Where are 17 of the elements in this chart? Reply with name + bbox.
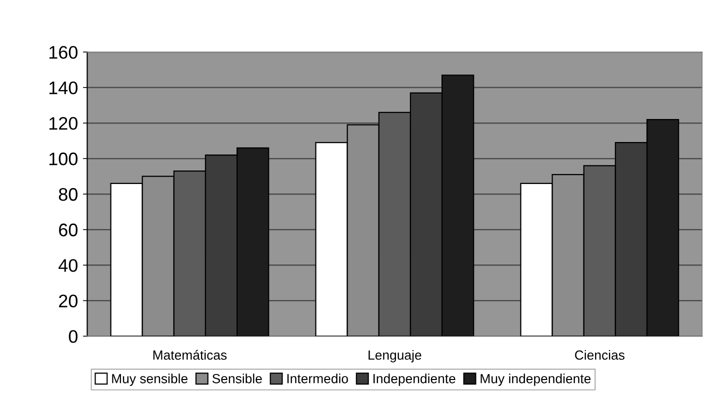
y-tick-label: 120: [49, 117, 78, 130]
x-tick-label: Matemáticas: [153, 350, 227, 360]
y-tick-label: 0: [68, 330, 78, 343]
legend-label: Independiente: [373, 374, 456, 386]
legend-label: Sensible: [212, 374, 262, 384]
legend-label: Muy sensible: [112, 374, 188, 386]
y-tick-label: 20: [59, 294, 78, 308]
y-tick-label: 40: [58, 259, 78, 272]
legend-label: Muy independiente: [480, 374, 591, 386]
x-tick-label: Lenguaje: [368, 350, 422, 362]
y-tick-label: 140: [49, 81, 78, 94]
y-tick-label: 80: [58, 188, 78, 201]
y-tick-label: 60: [59, 224, 78, 236]
x-tick-label: Ciencias: [575, 350, 624, 360]
y-tick-label: 160: [49, 46, 78, 59]
y-tick-label: 100: [49, 152, 78, 166]
legend-label: Intermedio: [287, 374, 348, 384]
